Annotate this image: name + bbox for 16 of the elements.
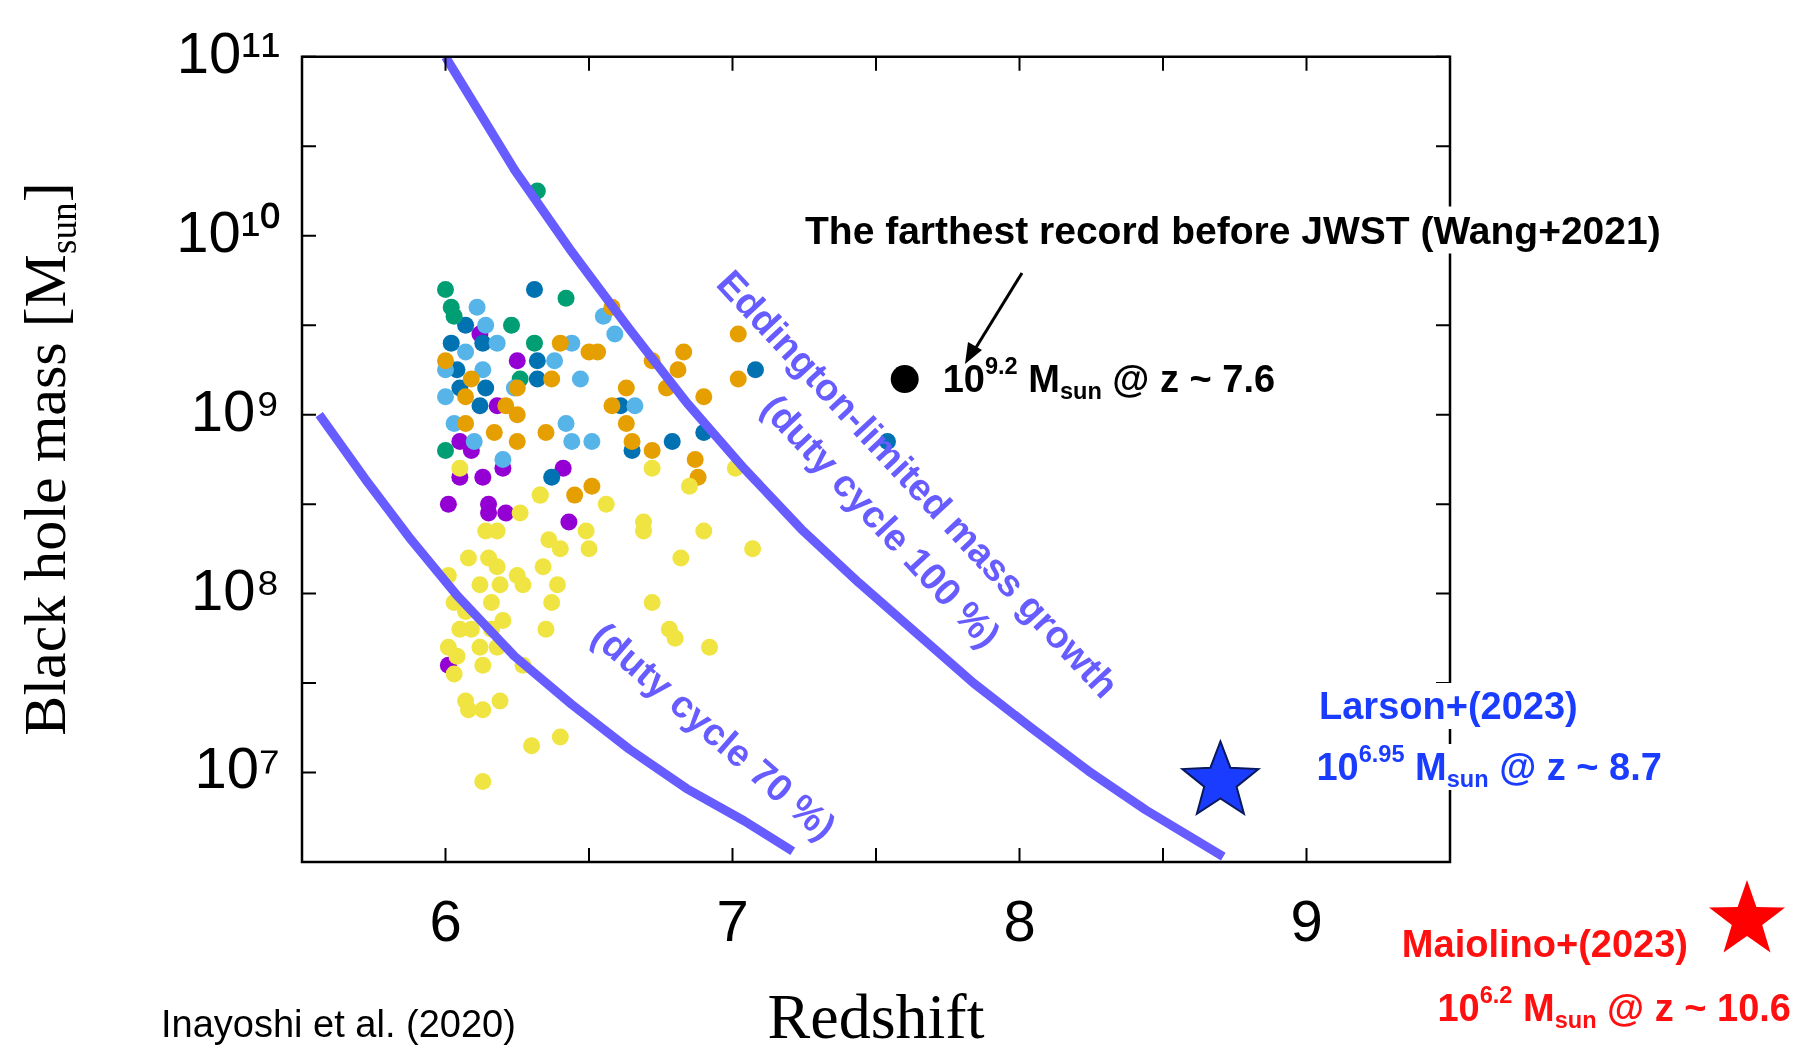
x-tick-label: 7 bbox=[716, 887, 749, 953]
y-tick-label: 10⁹ bbox=[190, 377, 280, 443]
x-tick-label: 8 bbox=[1003, 887, 1036, 953]
y-tick-label: 10¹¹ bbox=[176, 19, 280, 85]
annotation: The farthest record before JWST (Wang+2021) bbox=[803, 206, 1663, 254]
y-tick-label: 10¹⁰ bbox=[176, 198, 280, 264]
y-tick-label: 10⁷ bbox=[194, 735, 280, 801]
annotation: Larson+(2023) bbox=[1317, 683, 1580, 729]
y-tick-label: 10⁸ bbox=[191, 556, 280, 622]
x-tick-label: 6 bbox=[429, 887, 462, 953]
annotation: 10$^{6.95}$ M$_{sun}$ @ z ~ 8.7 bbox=[1314, 741, 1664, 793]
text: Inayoshi et al. (2020) bbox=[161, 1003, 516, 1045]
text: 10$^{6.2}$ M$_{sun}$ @ z ~ 10.6 bbox=[1437, 982, 1791, 1034]
x-tick-label: 9 bbox=[1290, 887, 1323, 953]
text: Maiolino+(2023) bbox=[1401, 923, 1688, 965]
x-axis-title: Redshift bbox=[766, 981, 986, 1052]
